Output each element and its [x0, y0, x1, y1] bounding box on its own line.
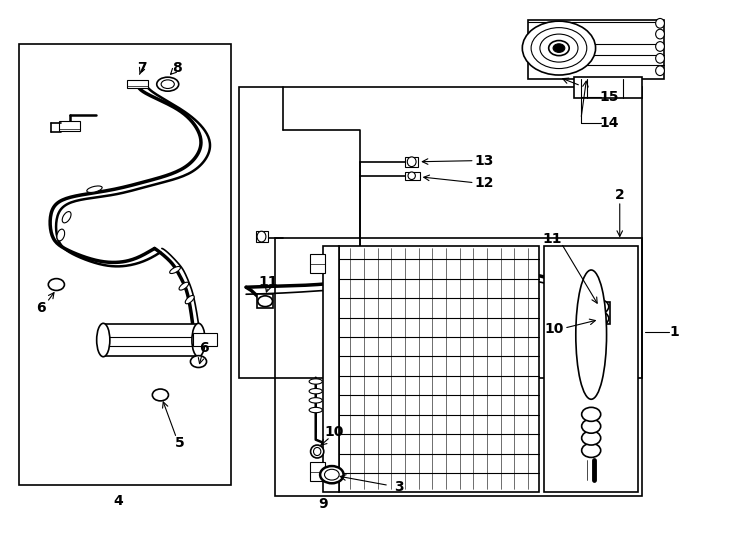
Text: 1: 1 [670, 325, 680, 339]
Circle shape [581, 431, 600, 445]
Ellipse shape [407, 157, 416, 166]
Text: 8: 8 [172, 61, 181, 75]
Circle shape [581, 419, 600, 433]
Ellipse shape [62, 212, 71, 223]
Ellipse shape [192, 323, 205, 357]
Ellipse shape [575, 270, 606, 399]
Ellipse shape [157, 77, 178, 91]
Text: 11: 11 [542, 232, 562, 246]
Circle shape [589, 300, 608, 314]
Text: 6: 6 [36, 301, 46, 315]
Bar [339, 246, 539, 492]
Text: 5: 5 [175, 436, 185, 450]
Ellipse shape [179, 282, 189, 290]
Text: 12: 12 [474, 176, 494, 190]
Circle shape [581, 443, 600, 457]
Bar [103, 324, 198, 356]
Circle shape [531, 28, 586, 69]
Circle shape [589, 312, 608, 326]
Bar [192, 333, 217, 347]
Text: 10: 10 [545, 322, 564, 336]
Circle shape [258, 296, 272, 307]
Ellipse shape [655, 18, 664, 28]
Bar [528, 19, 664, 79]
Ellipse shape [655, 66, 664, 76]
Ellipse shape [309, 379, 322, 384]
Bar [545, 246, 638, 492]
Bar [405, 157, 418, 166]
Circle shape [549, 40, 569, 56]
Ellipse shape [309, 407, 322, 413]
Ellipse shape [655, 29, 664, 39]
Ellipse shape [320, 466, 344, 483]
Text: 15: 15 [599, 90, 619, 104]
Circle shape [324, 469, 339, 480]
Bar [257, 294, 273, 308]
Ellipse shape [313, 448, 321, 456]
Text: 4: 4 [113, 494, 123, 508]
Text: 7: 7 [137, 61, 147, 75]
Bar [310, 462, 324, 481]
Ellipse shape [309, 388, 322, 394]
Bar [323, 246, 339, 492]
Bar [255, 231, 268, 242]
Ellipse shape [257, 231, 266, 242]
Ellipse shape [170, 266, 181, 274]
Ellipse shape [161, 80, 174, 89]
Circle shape [581, 407, 600, 421]
Text: 9: 9 [319, 497, 328, 511]
Bar [275, 238, 642, 496]
Ellipse shape [310, 445, 324, 458]
Text: 14: 14 [599, 117, 619, 131]
Circle shape [153, 389, 169, 401]
Bar [405, 172, 420, 179]
Circle shape [190, 356, 206, 368]
Bar [128, 80, 148, 88]
Ellipse shape [309, 397, 322, 403]
Text: 3: 3 [393, 480, 403, 494]
Ellipse shape [87, 186, 102, 192]
Ellipse shape [97, 323, 110, 357]
Text: 6: 6 [200, 341, 209, 355]
Circle shape [553, 44, 564, 52]
Bar [574, 77, 642, 98]
Text: 11: 11 [258, 275, 278, 289]
Circle shape [540, 34, 578, 62]
Ellipse shape [655, 42, 664, 51]
Bar [59, 122, 80, 131]
Ellipse shape [408, 172, 415, 179]
Ellipse shape [185, 295, 195, 304]
Ellipse shape [57, 229, 65, 241]
Text: 2: 2 [615, 187, 625, 201]
Bar [310, 254, 324, 273]
Text: 10: 10 [324, 424, 344, 438]
Circle shape [48, 279, 65, 291]
Ellipse shape [655, 53, 664, 63]
Circle shape [523, 21, 595, 75]
Bar [239, 87, 642, 377]
Text: 13: 13 [474, 154, 494, 167]
Bar [588, 302, 610, 324]
Bar [19, 44, 231, 485]
